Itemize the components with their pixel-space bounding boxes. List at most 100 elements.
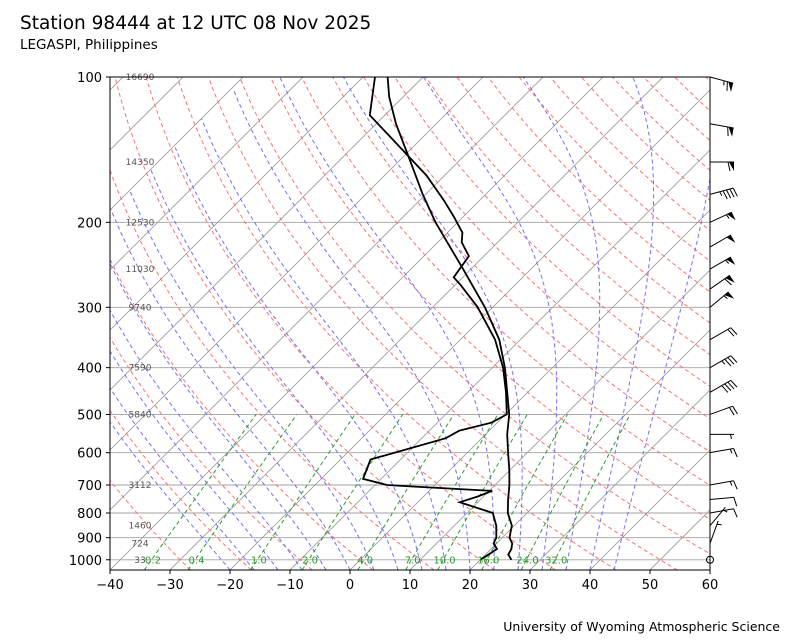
wind-barb — [709, 355, 738, 369]
height-label: 1460 — [129, 522, 152, 532]
temperature-profile — [386, 77, 514, 561]
chart-subtitle: LEGASPI, Philippines — [20, 37, 158, 53]
mixing-ratio-line — [549, 414, 631, 570]
isotherm-line — [110, 77, 184, 151]
wind-barb-full — [721, 385, 729, 393]
wind-barb-full — [730, 327, 738, 335]
dry-adiabat-line — [737, 77, 800, 570]
height-label: 16690 — [126, 73, 155, 83]
wind-barb-staff — [709, 187, 734, 195]
wind-barb-staff — [709, 405, 733, 415]
isotherm-line — [110, 77, 484, 451]
mixing-ratio-line — [301, 414, 404, 570]
wind-barb-pennant — [727, 212, 736, 221]
dry-adiabat-line — [301, 77, 710, 486]
wind-barb-full — [727, 329, 735, 337]
moist-adiabat-line — [110, 309, 303, 570]
mixing-ratio-label: 0.2 — [145, 556, 161, 567]
wind-barb — [709, 211, 736, 223]
isotherm-line — [110, 77, 244, 211]
moist-adiabat-line — [522, 77, 601, 570]
wind-barb — [709, 187, 738, 200]
wind-barb-pennant — [728, 127, 734, 137]
moist-adiabat-line — [110, 209, 351, 570]
mixing-ratio-label: 7.0 — [405, 556, 421, 567]
mixing-ratio-label: 32.0 — [545, 556, 567, 567]
isotherm-line — [110, 77, 544, 511]
y-tick-label: 900 — [77, 532, 102, 547]
wind-barb-staff — [709, 496, 734, 500]
wind-barb-full — [733, 448, 738, 458]
dry-adiabat-line — [425, 77, 710, 356]
wind-barb-staff — [709, 327, 732, 341]
x-tick-label: −40 — [96, 578, 123, 593]
height-label: 9740 — [129, 303, 152, 313]
calm-wind-circle — [706, 555, 714, 564]
wind-barb-half — [729, 448, 733, 454]
dry-adiabat-line — [674, 77, 710, 112]
moist-adiabat-line — [129, 190, 375, 570]
dry-adiabat-line — [705, 77, 710, 82]
wind-barb-staff — [709, 480, 734, 486]
source-credit: University of Wyoming Atmospheric Scienc… — [503, 619, 780, 634]
height-label: 7590 — [129, 364, 152, 374]
wind-barb — [709, 256, 736, 270]
isotherm-line — [110, 77, 604, 570]
wind-barb-full — [730, 355, 738, 363]
wind-barb-column — [706, 76, 738, 564]
wind-barb-pennant — [728, 81, 734, 92]
x-tick-label: −10 — [276, 578, 303, 593]
mixing-ratio-line — [520, 414, 605, 570]
dry-adiabat-line — [394, 77, 710, 388]
mixing-ratio-label: 4.0 — [357, 556, 373, 567]
wind-barb — [709, 508, 738, 518]
moist-adiabat-lines — [110, 77, 710, 570]
wind-barb-half — [730, 434, 732, 440]
dewpoint-profile — [361, 77, 508, 561]
wind-barb-half — [719, 191, 723, 197]
wind-barb-full — [722, 190, 728, 200]
x-tick-label: 60 — [702, 578, 719, 593]
wind-barb-full — [724, 383, 732, 391]
wind-barb-pennant — [726, 235, 736, 243]
mixing-ratio-label: 16.0 — [477, 556, 499, 567]
wind-barb-staff — [709, 508, 734, 514]
wind-barb-pennant — [726, 257, 736, 265]
moist-adiabat-line — [174, 147, 423, 570]
isotherm-line — [110, 77, 124, 91]
wind-barb-half — [721, 360, 726, 365]
dry-adiabat-line — [110, 336, 313, 570]
wind-barb-pennant — [729, 162, 734, 171]
y-tick-label: 200 — [77, 216, 102, 231]
plot-frame — [109, 76, 711, 571]
wind-barb-staff — [709, 355, 732, 369]
dry-adiabat-line — [114, 77, 495, 570]
dry-adiabat-line — [110, 257, 374, 570]
y-tick-label: 100 — [77, 71, 102, 86]
isotherm-line — [110, 77, 424, 391]
x-tick-label: 40 — [582, 578, 599, 593]
moist-adiabat-line — [110, 420, 231, 570]
y-tick-label: 300 — [77, 301, 102, 316]
isotherm-line — [0, 77, 3, 570]
x-tick-label: 10 — [402, 578, 419, 593]
height-label: 3112 — [129, 481, 152, 491]
wind-barb-full — [727, 161, 731, 172]
sounding-profiles — [361, 77, 514, 561]
dry-adiabat-line — [145, 77, 556, 570]
y-tick-label: 700 — [77, 479, 102, 494]
wind-barb-pennant — [725, 275, 735, 283]
wind-barb — [709, 496, 738, 507]
wind-barb-full — [733, 497, 738, 507]
dry-adiabat-line — [176, 77, 617, 570]
moist-adiabat-line — [110, 262, 327, 570]
dry-adiabat-line — [456, 77, 710, 324]
wind-barb — [709, 379, 738, 393]
y-tick-label: 600 — [77, 447, 102, 462]
dry-adiabat-line — [487, 77, 710, 293]
isotherm-line — [589, 449, 710, 570]
wind-barb-full — [732, 405, 738, 415]
wind-barb-staff — [709, 291, 729, 308]
mixing-ratio-label: 10.0 — [433, 556, 455, 567]
dry-adiabat-line — [239, 77, 710, 555]
